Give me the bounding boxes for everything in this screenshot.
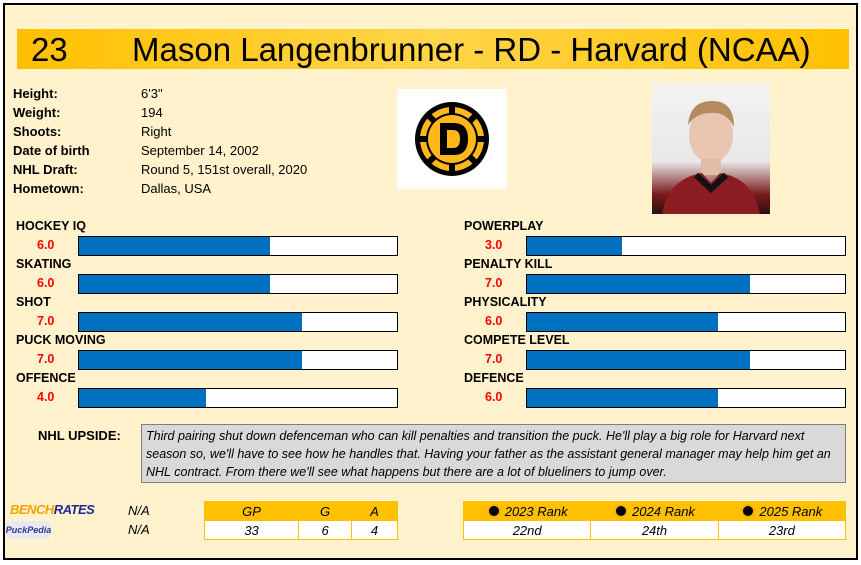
skill-bar-fill [79,275,270,293]
nhl-upside-label: NHL UPSIDE: [38,428,121,443]
rank-header: 2023 Rank [462,501,592,521]
skill-label: COMPETE LEVEL [464,333,570,347]
skill-bar [78,388,398,408]
player-title: Mason Langenbrunner - RD - Harvard (NCAA… [132,31,811,68]
skill-label: DEFENCE [464,371,524,385]
skill-label: SHOT [16,295,51,309]
stat-header: A [351,501,398,521]
title-bar: 23 Mason Langenbrunner - RD - Harvard (N… [17,29,849,69]
nhl-upside-text: Third pairing shut down defenceman who c… [141,424,846,483]
info-label: Weight: [13,105,61,120]
skill-label: PUCK MOVING [16,333,106,347]
rank-value: 22nd [462,520,592,540]
skill-score: 4.0 [37,390,55,404]
skill-label: SKATING [16,257,72,271]
info-label: Shoots: [13,124,62,139]
skill-bar [78,350,398,370]
info-label: Height: [13,86,58,101]
skill-score: 6.0 [485,390,503,404]
bruins-icon [614,503,629,518]
info-label: Date of birth [13,143,90,158]
rank-value: 23rd [717,520,847,540]
skill-score: 7.0 [485,352,503,366]
skill-score: 7.0 [37,352,55,366]
skill-score: 3.0 [485,238,503,252]
skill-bar-fill [527,389,718,407]
stat-header: G [298,501,352,521]
ranks-table: 2023 Rank 2024 Rank 2025 Rank 22nd 24th … [462,501,847,540]
skill-label: PENALTY KILL [464,257,553,271]
skill-bar [78,274,398,294]
skill-bar-fill [79,389,207,407]
stat-value: 4 [351,520,398,540]
info-value: Right [141,124,172,139]
skill-score: 7.0 [485,276,503,290]
rank-header: 2024 Rank [590,501,719,521]
bruins-icon [741,503,756,518]
puckpedia-value: N/A [128,522,150,537]
rank-header: 2025 Rank [717,501,847,521]
skill-bar [526,388,846,408]
info-label: NHL Draft: [13,162,78,177]
benchrates-value: N/A [128,503,150,518]
skill-label: HOCKEY IQ [16,219,86,233]
skill-label: PHYSICALITY [464,295,547,309]
skill-bar-fill [527,313,718,331]
skill-score: 7.0 [37,314,55,328]
info-value: 194 [141,105,163,120]
player-number: 23 [31,31,68,68]
rank-value: 24th [590,520,719,540]
skill-label: OFFENCE [16,371,76,385]
skill-bar-fill [79,351,302,369]
skill-score: 6.0 [37,238,55,252]
bruins-icon [486,503,501,518]
stat-header: GP [203,501,300,521]
info-value: Dallas, USA [141,181,212,196]
skill-bar-fill [527,237,623,255]
skill-bar [526,312,846,332]
skill-bar [526,350,846,370]
stats-table: GP G A 33 6 4 [203,501,398,540]
info-value: September 14, 2002 [141,143,259,158]
skill-label: POWERPLAY [464,219,544,233]
skill-score: 6.0 [37,276,55,290]
info-value: Round 5, 151st overall, 2020 [141,162,308,177]
skill-bar [78,236,398,256]
skill-score: 6.0 [485,314,503,328]
player-photo [652,83,770,214]
benchrates-logo: BENCHRATES [10,502,95,517]
skill-bar-fill [79,313,302,331]
puckpedia-logo: PuckPedia [6,521,51,539]
stat-value: 33 [203,520,300,540]
skill-bar-fill [79,237,270,255]
skill-bar [526,236,846,256]
info-value: 6'3" [141,86,163,101]
skill-bar [78,312,398,332]
skill-bar-fill [527,351,750,369]
info-label: Hometown: [13,181,84,196]
bruins-logo [397,89,507,189]
skill-bar [526,274,846,294]
skill-bar-fill [527,275,750,293]
stat-value: 6 [298,520,352,540]
